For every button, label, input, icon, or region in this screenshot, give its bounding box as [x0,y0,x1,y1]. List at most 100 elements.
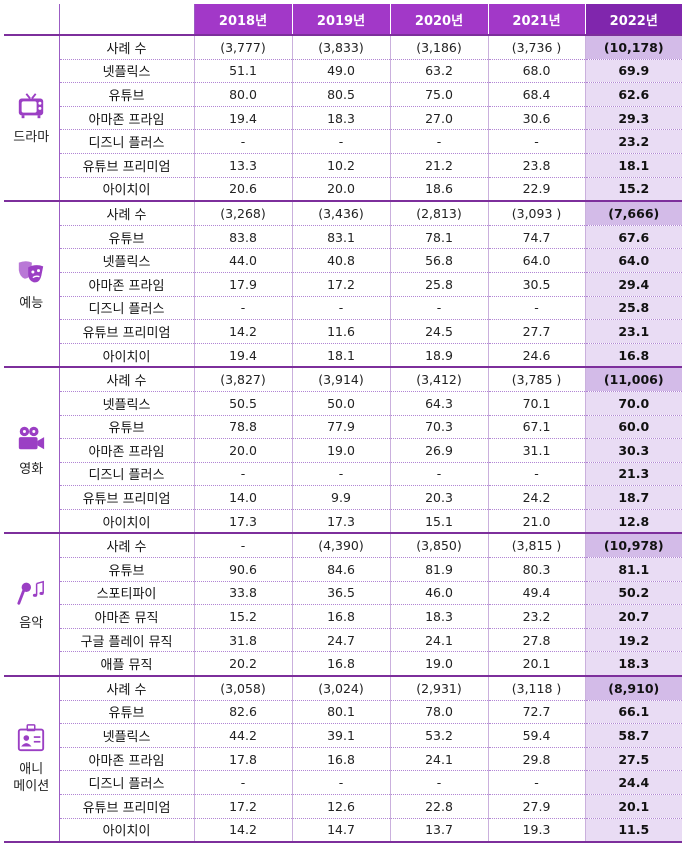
value-cell-2022년: (10,178) [585,35,682,60]
value-cell-2020년: (3,850) [390,533,489,559]
value-cell-2021년: 24.2 [488,485,586,510]
value-cell-2022년: 11.5 [585,818,682,843]
table-row: 아이치이 14.2 14.7 13.7 19.3 11.5 [4,818,682,843]
platform-label: 유튜브 프리미엄 [58,794,195,819]
character-card-icon [16,723,46,753]
value-cell-2020년: (2,813) [390,201,489,226]
value-cell-2018년: (3,268) [194,201,293,226]
header-year-2021: 2021년 [488,4,586,36]
table-row: 디즈니 플러스 - - - -21.3 [4,462,682,487]
genre-label: 음악 [19,616,44,632]
value-cell-2022년: (10,978) [585,533,682,559]
platform-label: 넷플릭스 [58,391,195,416]
value-cell-2020년: - [390,462,489,487]
table-row: 애플 뮤직 20.2 16.8 19.0 20.1 18.3 [4,651,682,678]
table-row: 유튜브 78.8 77.9 70.3 67.1 60.0 [4,415,682,440]
platform-label: 아마존 프라임 [58,438,195,463]
value-cell-2018년: 13.3 [194,153,293,178]
value-cell-2022년: 70.0 [585,391,682,416]
table-row: 디즈니 플러스 - - - -25.8 [4,296,682,321]
value-cell-2018년: - [194,129,293,154]
value-cell-2019년: 19.0 [292,438,391,463]
genre-label: 예능 [19,295,44,311]
theater-masks-icon [16,257,46,287]
platform-label: 사례 수 [58,676,195,701]
header-year-2022: 2022년 [585,4,682,36]
platform-label: 아이치이 [58,343,195,369]
value-cell-2018년: 19.4 [194,106,293,131]
value-cell-2022년: 25.8 [585,296,682,321]
value-cell-2021년: 80.3 [488,557,586,582]
value-cell-2019년: 84.6 [292,557,391,582]
value-cell-2018년: 17.2 [194,794,293,819]
value-cell-2021년: 68.0 [488,59,586,84]
table-row: 유튜브 프리미엄 14.0 9.9 20.3 24.2 18.7 [4,485,682,510]
platform-label: 사례 수 [58,367,195,392]
value-cell-2022년: 62.6 [585,82,682,107]
value-cell-2021년: 27.8 [488,628,586,653]
platform-label: 유튜브 [58,225,195,250]
value-cell-2020년: 20.3 [390,485,489,510]
header-row: 2018년 2019년 2020년 2021년 2022년 [4,4,682,36]
platform-label: 넷플릭스 [58,248,195,273]
value-cell-2021년: - [488,129,586,154]
value-cell-2019년: - [292,129,391,154]
value-cell-2018년: - [194,462,293,487]
value-cell-2022년: 21.3 [585,462,682,487]
value-cell-2020년: 75.0 [390,82,489,107]
value-cell-2022년: 16.8 [585,343,682,369]
value-cell-2020년: 22.8 [390,794,489,819]
value-cell-2022년: 29.4 [585,272,682,297]
value-cell-2018년: 19.4 [194,343,293,369]
table-row: 넷플릭스 44.2 39.1 53.2 59.4 58.7 [4,723,682,748]
value-cell-2020년: - [390,129,489,154]
value-cell-2018년: 20.2 [194,651,293,678]
value-cell-2019년: - [292,296,391,321]
platform-label: 유튜브 프리미엄 [58,485,195,510]
platform-label: 스포티파이 [58,581,195,606]
table-row: 유튜브 90.6 84.6 81.9 80.3 81.1 [4,557,682,582]
value-cell-2022년: 19.2 [585,628,682,653]
value-cell-2022년: 58.7 [585,723,682,748]
value-cell-2020년: 53.2 [390,723,489,748]
value-cell-2020년: (3,186) [390,35,489,60]
platform-label: 디즈니 플러스 [58,296,195,321]
value-cell-2020년: 78.0 [390,700,489,725]
value-cell-2022년: (8,910) [585,676,682,701]
value-cell-2020년: - [390,296,489,321]
value-cell-2020년: 19.0 [390,651,489,678]
movie-camera-icon [16,423,46,453]
table-row: 유튜브 83.8 83.1 78.1 74.7 67.6 [4,225,682,250]
count-row: 애니 메이션 사례 수 (3,058) (3,024) (2,931) (3,118 )(… [4,676,682,843]
value-cell-2019년: 49.0 [292,59,391,84]
platform-label: 아이치이 [58,509,195,535]
genre-cell: 예능 [4,201,60,369]
value-cell-2021년: 23.2 [488,604,586,629]
value-cell-2022년: 12.8 [585,509,682,535]
value-cell-2021년: 23.8 [488,153,586,178]
value-cell-2018년: - [194,770,293,795]
value-cell-2021년: 49.4 [488,581,586,606]
value-cell-2020년: 56.8 [390,248,489,273]
value-cell-2019년: 16.8 [292,747,391,772]
count-row: 드라마 사례 수 (3,777) (3,833) (3,186) (3,736 ) (10,… [4,35,682,203]
microphone-music-icon [16,577,46,607]
value-cell-2022년: 81.1 [585,557,682,582]
value-cell-2018년: - [194,296,293,321]
platform-label: 아마존 프라임 [58,272,195,297]
table-row: 유튜브 82.6 80.1 78.0 72.7 66.1 [4,700,682,725]
platform-label: 유튜브 [58,700,195,725]
value-cell-2020년: (2,931) [390,676,489,701]
table-row: 유튜브 프리미엄 17.2 12.6 22.8 27.9 20.1 [4,794,682,819]
platform-label: 사례 수 [58,201,195,226]
value-cell-2019년: 16.8 [292,604,391,629]
table-row: 디즈니 플러스 - - - -23.2 [4,129,682,154]
value-cell-2022년: 18.3 [585,651,682,678]
value-cell-2020년: 25.8 [390,272,489,297]
value-cell-2018년: 31.8 [194,628,293,653]
value-cell-2019년: - [292,462,391,487]
value-cell-2018년: 80.0 [194,82,293,107]
table-row: 유튜브 프리미엄 14.2 11.6 24.5 27.7 23.1 [4,319,682,344]
value-cell-2018년: 90.6 [194,557,293,582]
value-cell-2022년: 23.2 [585,129,682,154]
